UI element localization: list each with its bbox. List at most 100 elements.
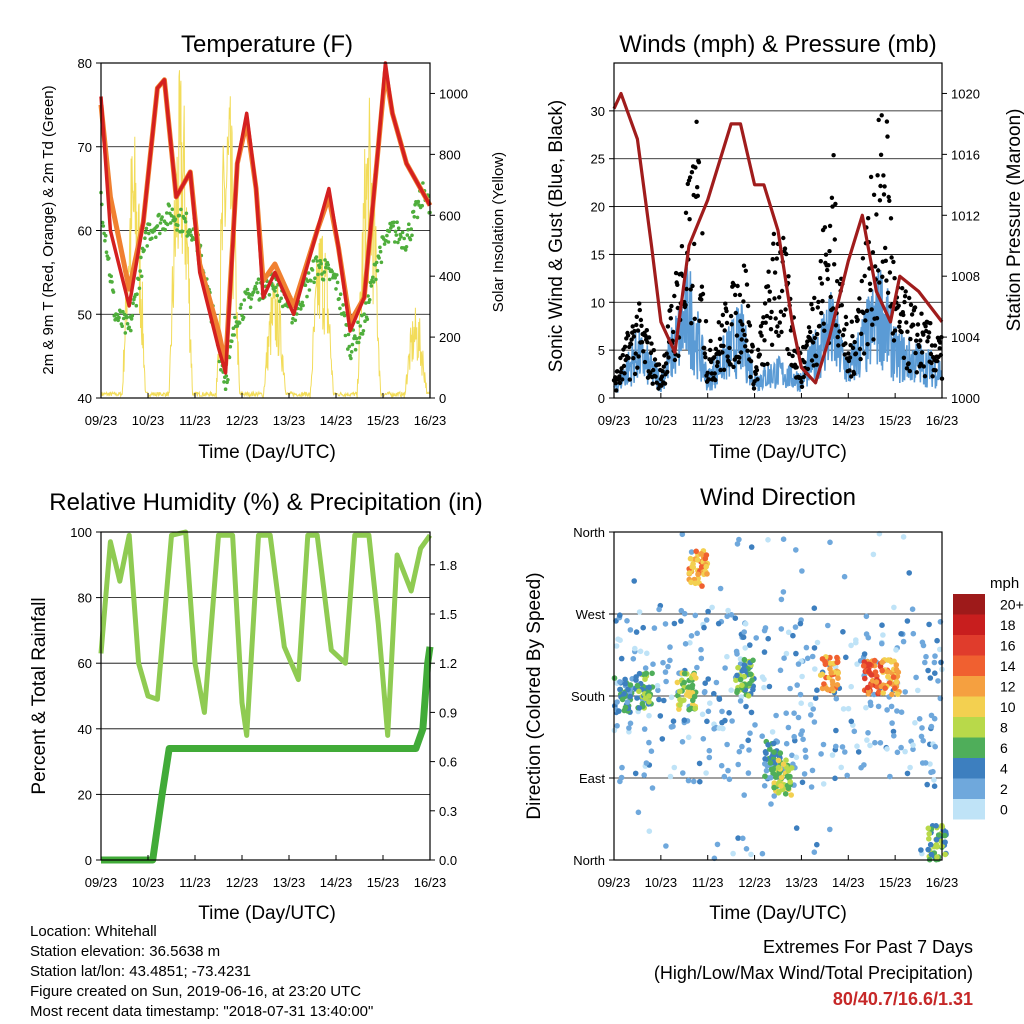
series-gust-point (774, 329, 779, 335)
series-gust-point (874, 316, 880, 321)
direction-point (803, 644, 810, 651)
series-gust-point (855, 317, 860, 323)
series-dewpoint-point (103, 238, 107, 243)
series-dewpoint-point (313, 276, 317, 281)
direction-point (725, 607, 731, 614)
series-dewpoint-point (374, 277, 378, 282)
series-gust-point (933, 368, 938, 373)
direction-point (785, 724, 792, 731)
series-gust-point (790, 353, 795, 359)
series-dewpoint-point (404, 245, 409, 249)
direction-point (633, 629, 640, 635)
series-dewpoint-point (338, 306, 342, 311)
series-dewpoint-point (348, 353, 352, 358)
y-tick-label: West (576, 607, 606, 622)
direction-point (910, 746, 916, 753)
y2-tick-label: 0.9 (439, 705, 457, 720)
legend-label: 10 (1000, 699, 1016, 715)
legend-swatch (953, 696, 985, 717)
series-gust-point (688, 287, 693, 292)
series-dewpoint-point (369, 284, 374, 288)
series-gust-point (738, 350, 744, 355)
series-gust-point (765, 361, 770, 367)
series-gust-point (665, 324, 671, 329)
series-gust-point (915, 332, 920, 337)
direction-point (739, 743, 745, 750)
series-gust-point (904, 366, 910, 371)
direction-point (667, 657, 673, 664)
series-gust-point (860, 256, 866, 261)
direction-point (636, 609, 643, 615)
series-gust-point (703, 319, 709, 324)
series-dewpoint-point (403, 248, 408, 252)
direction-point (794, 682, 800, 688)
series-dewpoint-point (180, 229, 185, 234)
series-gust-point (618, 370, 624, 375)
direction-point (692, 580, 699, 587)
series-gust-point (839, 303, 844, 308)
direction-point (621, 691, 627, 697)
direction-point (649, 785, 656, 791)
x-tick-label: 16/23 (926, 875, 959, 890)
direction-point (769, 729, 776, 735)
series-dewpoint-point (358, 324, 363, 328)
humidity-left-axis-label: Percent & Total Rainfall (29, 597, 50, 794)
series-gust-point (627, 377, 632, 382)
series-gust-point (771, 241, 776, 246)
series-gust-point (648, 370, 653, 375)
direction-point (686, 684, 692, 690)
series-gust-point (772, 270, 778, 275)
series-gust-point (652, 357, 658, 362)
series-gust-point (727, 345, 732, 351)
series-gust-point (644, 328, 649, 333)
direction-point (705, 676, 711, 682)
series-dewpoint-point (399, 234, 403, 239)
y2-tick-label: 1.8 (439, 558, 457, 573)
series-dewpoint-point (249, 297, 254, 301)
series-gust-point (929, 360, 934, 366)
series-gust-point (687, 175, 693, 180)
series-gust-point (692, 241, 697, 247)
direction-point (874, 684, 881, 690)
series-dewpoint-point (136, 277, 141, 282)
direction-point (622, 681, 629, 687)
series-gust-point (905, 329, 910, 334)
series-dewpoint-point (411, 209, 416, 214)
direction-point (932, 670, 938, 676)
direction-point (724, 653, 730, 660)
direction-point (740, 835, 746, 842)
direction-point (674, 679, 681, 686)
y-tick-label: 40 (78, 722, 92, 737)
series-gust-point (859, 278, 864, 284)
direction-point (709, 604, 715, 611)
direction-point (763, 767, 770, 774)
series-gust-point (693, 165, 698, 170)
series-gust-point (761, 315, 766, 320)
series-gust-point (932, 343, 938, 348)
direction-point (618, 655, 625, 662)
series-gust-point (810, 340, 816, 345)
series-gust-point (810, 306, 815, 312)
direction-point (848, 642, 854, 649)
direction-point (663, 843, 669, 849)
series-gust-point (620, 377, 625, 382)
direction-point (630, 656, 637, 662)
series-dewpoint-point (311, 259, 316, 263)
series-gust-point (766, 269, 771, 274)
series-gust-point (887, 270, 893, 275)
direction-point (778, 783, 784, 789)
series-gust-point (903, 289, 908, 294)
direction-point (614, 723, 620, 729)
direction-point (860, 663, 867, 669)
series-gust-point (773, 316, 778, 321)
direction-point (904, 770, 911, 777)
direction-point (687, 640, 693, 646)
direction-point (728, 687, 734, 693)
x-tick-label: 16/23 (414, 875, 447, 890)
direction-panel: Wind Direction North East South West North 0… (524, 484, 1024, 924)
direction-point (735, 835, 741, 841)
direction-point (625, 686, 631, 693)
y-tick-label: 60 (78, 656, 92, 671)
y-tick-label: 50 (78, 307, 92, 322)
direction-point (820, 741, 827, 748)
